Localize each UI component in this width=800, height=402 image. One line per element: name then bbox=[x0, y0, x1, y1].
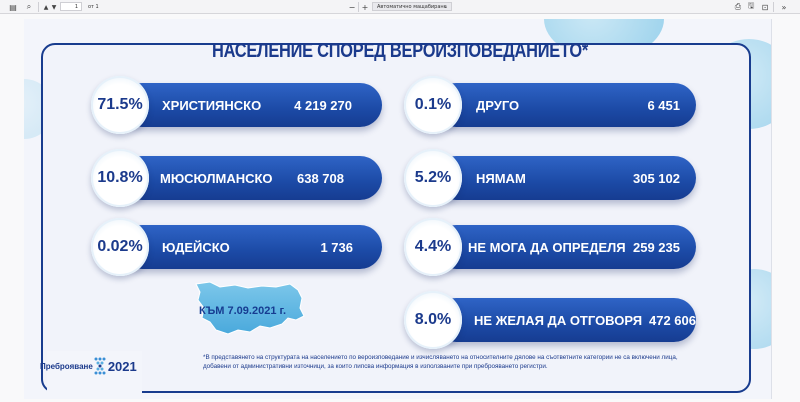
zoom-out-icon[interactable]: − bbox=[348, 2, 356, 12]
date-label: КЪМ 7.09.2021 г. bbox=[199, 305, 287, 317]
logo-year: 2021 bbox=[107, 358, 137, 374]
stat-label: ДРУГО bbox=[476, 97, 520, 113]
find-icon[interactable]: ⌕ bbox=[26, 2, 32, 11]
chevron-down-icon: ⌄ bbox=[443, 3, 448, 10]
stat-value: 305 102 bbox=[633, 170, 680, 186]
stat-percent: 5.2% bbox=[404, 149, 462, 207]
stat-pill-none: НЯМАМ 305 102 bbox=[434, 156, 696, 200]
next-page-icon[interactable]: ▼ bbox=[51, 3, 57, 11]
stat-label: МЮСЮЛМАНСКО bbox=[160, 170, 273, 186]
hourglass-icon bbox=[94, 357, 106, 375]
stat-percent: 8.0% bbox=[404, 291, 462, 349]
pdf-toolbar: ▤ ⌕ ▲ ▼ 1 от 1 − + Автоматично мащабиран… bbox=[0, 0, 800, 14]
bookmark-icon[interactable]: ⊡ bbox=[761, 2, 769, 12]
stat-percent: 0.1% bbox=[404, 76, 462, 134]
stat-percent: 71.5% bbox=[91, 76, 149, 134]
stat-pill-jewish: ЮДЕЙСКО 1 736 bbox=[120, 225, 382, 269]
census-logo: Преброяване 2021 bbox=[40, 357, 137, 375]
footnote: *В представянето на структурата на насел… bbox=[203, 354, 723, 371]
pdf-viewer[interactable] bbox=[0, 15, 800, 402]
logo-text: Преброяване bbox=[40, 361, 93, 371]
footnote-line: *В представянето на структурата на насел… bbox=[203, 354, 678, 361]
stat-percent: 10.8% bbox=[91, 149, 149, 207]
print-icon[interactable]: ⎙ bbox=[734, 2, 742, 11]
sidebar-icon[interactable]: ▤ bbox=[9, 2, 17, 12]
footnote-line: добавени от административни източници, з… bbox=[203, 362, 548, 370]
tools-icon[interactable]: » bbox=[781, 2, 787, 12]
stat-value: 472 606 bbox=[649, 312, 696, 328]
stat-label: ЮДЕЙСКО bbox=[162, 239, 230, 255]
stat-label: НЕ МОГА ДА ОПРЕДЕЛЯ bbox=[468, 239, 626, 255]
save-icon[interactable]: 🖫 bbox=[747, 1, 755, 10]
prev-page-icon[interactable]: ▲ bbox=[43, 3, 49, 11]
zoom-select[interactable]: Автоматично мащабиране ⌄ bbox=[372, 2, 452, 11]
stat-value: 6 451 bbox=[647, 97, 680, 113]
bulgaria-map-icon bbox=[195, 281, 305, 335]
infographic-title: НАСЕЛЕНИЕ СПОРЕД ВЕРОИЗПОВЕДАНИЕТО* bbox=[211, 40, 589, 62]
stat-pill-muslim: МЮСЮЛМАНСКО 638 708 bbox=[120, 156, 382, 200]
stat-label: НЕ ЖЕЛАЯ ДА ОТГОВОРЯ bbox=[474, 312, 643, 328]
page-number-input[interactable]: 1 bbox=[60, 2, 82, 11]
stat-value: 1 736 bbox=[320, 239, 353, 255]
stat-label: ХРИСТИЯНСКО bbox=[162, 97, 262, 113]
zoom-in-icon[interactable]: + bbox=[361, 2, 369, 12]
stat-pill-christian: ХРИСТИЯНСКО 4 219 270 bbox=[120, 83, 382, 127]
zoom-select-value: Автоматично мащабиране bbox=[377, 3, 447, 10]
stat-pill-no-answer: НЕ ЖЕЛАЯ ДА ОТГОВОРЯ 472 606 bbox=[434, 298, 696, 342]
stat-value: 638 708 bbox=[297, 170, 344, 186]
stat-label: НЯМАМ bbox=[476, 170, 526, 186]
stat-pill-other: ДРУГО 6 451 bbox=[434, 83, 696, 127]
page-total-label: от 1 bbox=[88, 4, 99, 10]
stat-percent: 0.02% bbox=[91, 218, 149, 276]
stat-value: 4 219 270 bbox=[294, 97, 352, 113]
stat-pill-undetermined: НЕ МОГА ДА ОПРЕДЕЛЯ 259 235 bbox=[434, 225, 696, 269]
pdf-page bbox=[24, 19, 772, 399]
stat-percent: 4.4% bbox=[404, 218, 462, 276]
stat-value: 259 235 bbox=[633, 239, 680, 255]
